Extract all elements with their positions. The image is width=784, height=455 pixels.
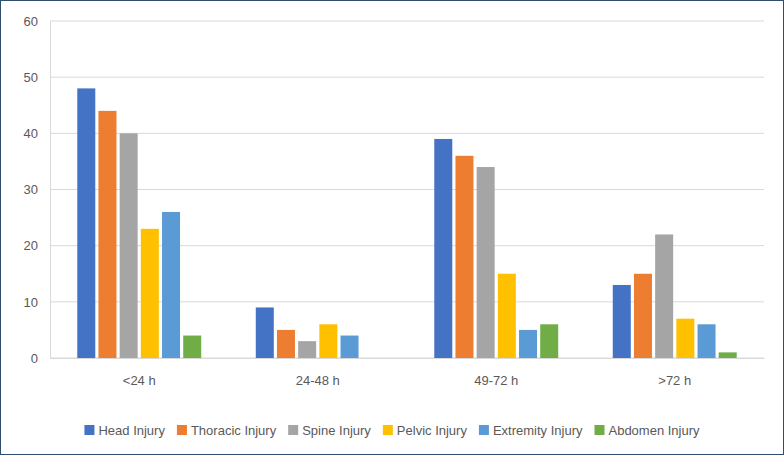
y-tick: 40: [24, 126, 50, 141]
bar: [434, 139, 452, 358]
y-tick: 20: [24, 238, 50, 253]
bar: [341, 336, 359, 358]
bar: [319, 324, 337, 358]
y-tick-label: 60: [24, 14, 38, 29]
bar: [634, 274, 652, 358]
bar: [362, 358, 380, 359]
x-tick-label: >72 h: [658, 373, 691, 388]
grid: [50, 21, 764, 358]
y-tick: 50: [24, 70, 50, 85]
legend-item: Spine Injury: [288, 423, 371, 438]
bar: [477, 167, 495, 358]
y-tick-label: 50: [24, 70, 38, 85]
series: [141, 229, 695, 358]
legend-label: Thoracic Injury: [191, 423, 277, 438]
plot: 0 10 20 30 40 50 60 <24 h 24-48 h 49-72 h >72 h: [24, 14, 765, 389]
x-tick-label: 49-72 h: [474, 373, 518, 388]
bar: [655, 234, 673, 358]
bar: [519, 330, 537, 358]
x-tick-label: 24-48 h: [296, 373, 340, 388]
y-tick: 60: [24, 14, 50, 29]
grid-line: [50, 189, 764, 190]
bar: [77, 88, 95, 358]
bar: [162, 212, 180, 358]
bars: [77, 88, 736, 358]
bar: [455, 156, 473, 358]
chart-frame: [1, 1, 784, 455]
x-axis: <24 h 24-48 h 49-72 h >72 h: [51, 358, 765, 388]
series: [162, 212, 716, 358]
bar: [277, 330, 295, 358]
legend-swatch: [84, 425, 94, 435]
x-tick: 24-48 h: [296, 358, 340, 388]
bar: [613, 285, 631, 358]
bar: [256, 307, 274, 358]
series: [120, 133, 674, 358]
legend-item: Head Injury: [84, 423, 165, 438]
bar: [676, 319, 694, 358]
legend-swatch: [288, 425, 298, 435]
legend-swatch: [177, 425, 187, 435]
series: [98, 111, 652, 358]
legend-label: Head Injury: [98, 423, 165, 438]
legend-label: Extremity Injury: [493, 423, 583, 438]
bar: [141, 229, 159, 358]
y-axis: 0 10 20 30 40 50 60: [24, 14, 51, 366]
y-tick: 30: [24, 182, 50, 197]
legend-label: Spine Injury: [302, 423, 371, 438]
y-tick-label: 0: [31, 351, 38, 366]
legend-label: Abdomen Injury: [608, 423, 700, 438]
bar: [719, 352, 737, 358]
grid-line: [50, 133, 764, 134]
y-tick-label: 20: [24, 238, 38, 253]
bar: [698, 324, 716, 358]
y-tick: 0: [31, 351, 50, 366]
legend-swatch: [383, 425, 393, 435]
series: [183, 324, 737, 358]
y-tick-label: 30: [24, 182, 38, 197]
bar: [540, 324, 558, 358]
legend-swatch: [594, 425, 604, 435]
grid-line: [50, 77, 764, 78]
legend-label: Pelvic Injury: [397, 423, 468, 438]
bar: [183, 336, 201, 358]
legend-item: Extremity Injury: [479, 423, 583, 438]
legend-item: Abdomen Injury: [594, 423, 700, 438]
y-tick: 10: [24, 294, 50, 309]
x-tick-label: <24 h: [123, 373, 156, 388]
x-tick: 49-72 h: [474, 358, 518, 388]
legend-item: Thoracic Injury: [177, 423, 277, 438]
y-tick-label: 40: [24, 126, 38, 141]
grid-line: [50, 21, 764, 22]
legend-swatch: [479, 425, 489, 435]
bar: [298, 341, 316, 358]
bar: [120, 133, 138, 358]
bar: [498, 274, 516, 358]
series: [77, 88, 631, 358]
x-tick: <24 h: [123, 358, 156, 388]
y-tick-label: 10: [24, 294, 38, 309]
x-tick: >72 h: [658, 358, 691, 388]
chart: 0 10 20 30 40 50 60 <24 h 24-48 h 49-72 h >72 h Hea…: [0, 0, 784, 455]
y-axis-line: [50, 22, 51, 359]
legend-item: Pelvic Injury: [383, 423, 468, 438]
x-axis-line: [51, 358, 765, 359]
bar: [98, 111, 116, 358]
legend: Head Injury Thoracic Injury Spine Injury Pe…: [84, 423, 700, 438]
